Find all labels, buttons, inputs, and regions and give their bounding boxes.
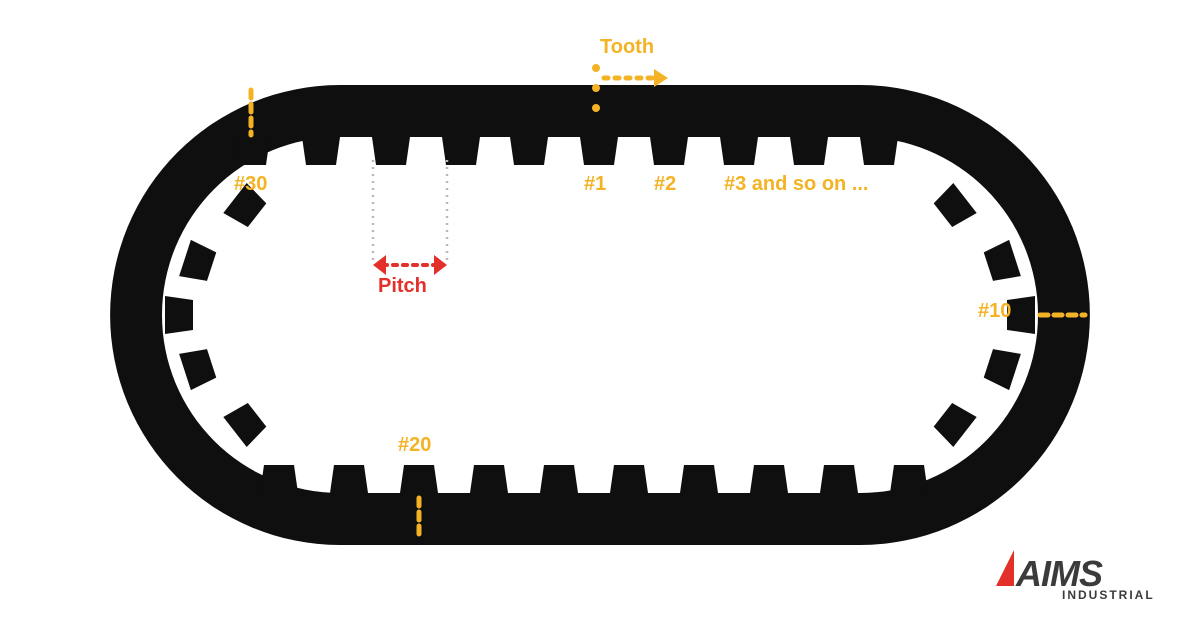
- label-pitch: Pitch: [378, 275, 427, 298]
- label-tooth-1: #1: [584, 173, 606, 196]
- label-tooth-3-etc: #3 and so on ...: [724, 173, 868, 196]
- label-tooth-10: #10: [978, 300, 1011, 323]
- belt-diagram-svg: [0, 0, 1200, 630]
- pitch-arrow: [373, 255, 447, 275]
- svg-text:INDUSTRIAL: INDUSTRIAL: [1062, 588, 1155, 602]
- label-tooth-20: #20: [398, 434, 431, 457]
- diagram-stage: Tooth #30 #1 #2 #3 and so on ... #20 #10…: [0, 0, 1200, 630]
- label-tooth: Tooth: [600, 36, 654, 59]
- label-tooth-2: #2: [654, 173, 676, 196]
- label-tooth-30: #30: [234, 173, 267, 196]
- pitch-guides: [373, 160, 447, 265]
- brand-logo: AIMS INDUSTRIAL: [992, 546, 1162, 602]
